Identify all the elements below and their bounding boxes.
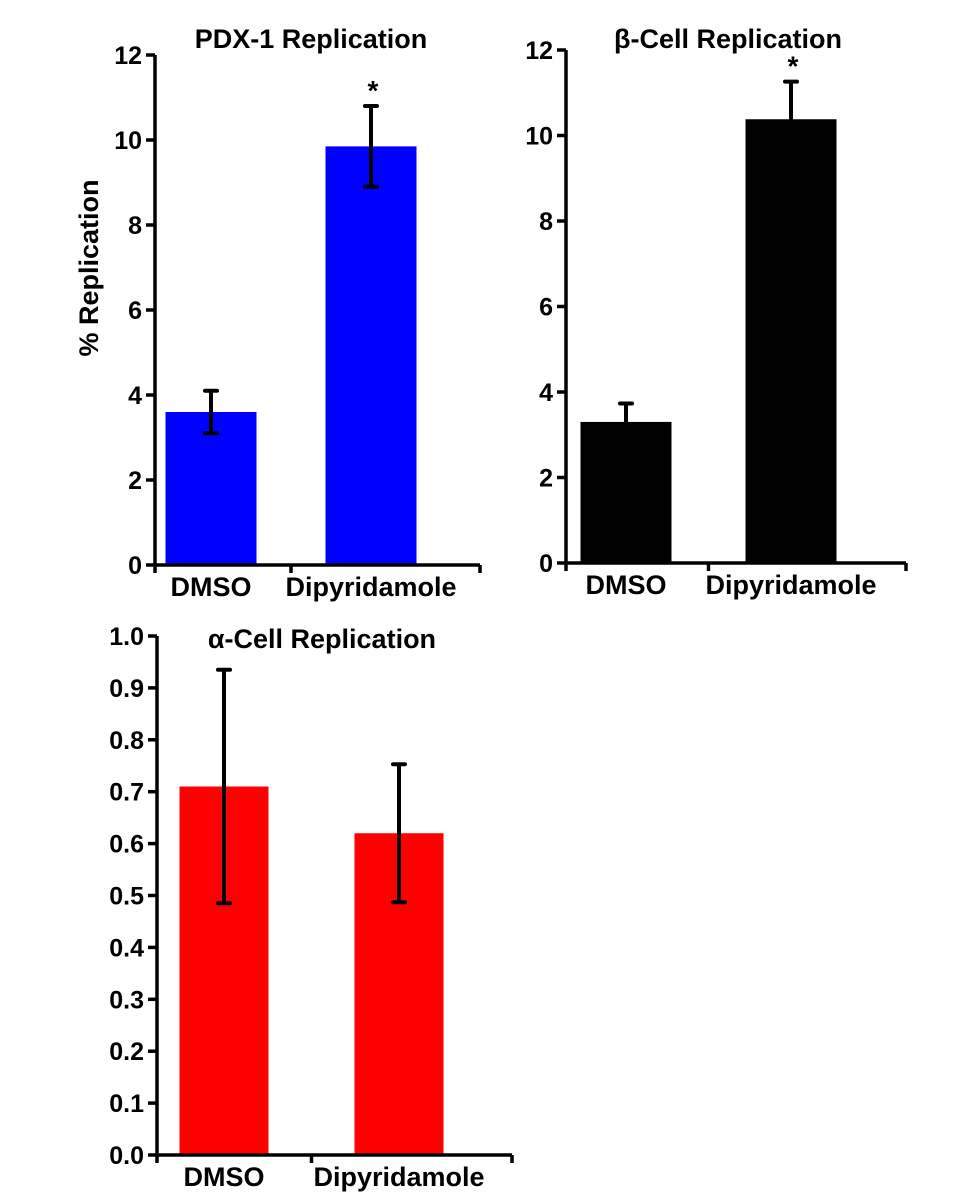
- y-tick-label: 12: [525, 37, 553, 65]
- y-tick-label: 10: [114, 127, 142, 155]
- beta-cell-replication-chart: * 0 2 4 6 8 10 12 DMSO Dipyridamole β-Cell Replica…: [525, 24, 908, 600]
- y-tick-label: 0.6: [109, 831, 144, 859]
- y-tick-label: 8: [128, 212, 142, 240]
- y-tick-label: 0.3: [109, 986, 144, 1014]
- y-tick-label: 0.0: [109, 1142, 144, 1170]
- y-tick-label: 2: [539, 465, 553, 493]
- chart-title: α-Cell Replication: [208, 624, 436, 654]
- x-category-label: DMSO: [586, 570, 667, 600]
- y-tick-label: 1.0: [109, 623, 144, 651]
- alpha-cell-replication-chart: 0.0 0.1 0.2 0.3 0.4 0.5 0.6 0.7 0.8 0.9 1.0 DMSO Dip…: [109, 623, 514, 1192]
- x-category-label: DMSO: [171, 572, 252, 602]
- bar-dipyridamole: [745, 119, 837, 563]
- significance-marker: *: [788, 51, 799, 82]
- significance-marker: *: [368, 75, 379, 106]
- y-tick-label: 0: [128, 552, 142, 580]
- chart-title: PDX-1 Replication: [195, 24, 428, 54]
- y-tick-label: 0: [539, 550, 553, 578]
- y-tick-label: 0.4: [109, 934, 144, 962]
- bar-dmso: [580, 421, 672, 563]
- y-tick-label: 0.9: [109, 675, 144, 703]
- y-tick-label: 0.8: [109, 727, 144, 755]
- x-category-label: Dipyridamole: [705, 570, 876, 600]
- y-tick-label: 2: [128, 467, 142, 495]
- x-category-label: Dipyridamole: [285, 572, 456, 602]
- y-tick-label: 6: [128, 297, 142, 325]
- bar-dipyridamole: [325, 146, 417, 565]
- chart-title: β-Cell Replication: [614, 24, 842, 54]
- y-tick-label: 6: [539, 294, 553, 322]
- y-tick-label: 12: [114, 42, 142, 70]
- y-tick-label: 0.1: [109, 1090, 144, 1118]
- x-category-label: Dipyridamole: [313, 1162, 484, 1192]
- y-tick-label: 0.2: [109, 1038, 144, 1066]
- y-tick-label: 4: [128, 382, 142, 410]
- x-category-label: DMSO: [184, 1162, 265, 1192]
- y-tick-label: 8: [539, 208, 553, 236]
- bar-dmso: [165, 412, 257, 565]
- y-tick-label: 10: [525, 123, 553, 151]
- y-axis-title: % Replication: [74, 179, 104, 356]
- pdx1-replication-chart: * 0 2 4 6 8 10 12 DMSO Dipyridamole PDX-1 Replicat…: [74, 24, 482, 602]
- y-tick-label: 0.5: [109, 883, 144, 911]
- y-tick-label: 4: [539, 379, 553, 407]
- y-tick-label: 0.7: [109, 779, 144, 807]
